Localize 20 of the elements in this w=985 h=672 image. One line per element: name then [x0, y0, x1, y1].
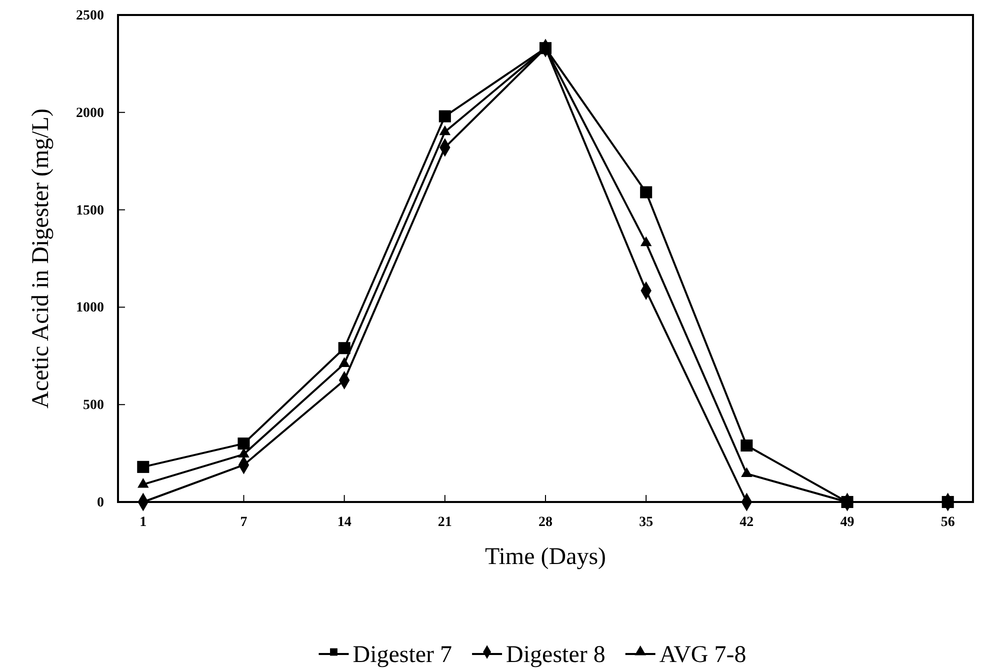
x-tick-label: 42 [740, 514, 754, 530]
y-tick-label: 1000 [76, 300, 104, 316]
x-tick-label: 14 [337, 514, 352, 530]
y-tick-label: 1500 [76, 203, 104, 218]
legend-label: Digester 8 [506, 642, 606, 668]
y-tick-label: 2500 [76, 8, 104, 24]
x-tick-label: 1 [140, 514, 147, 530]
y-tick-label: 2000 [76, 106, 104, 121]
x-tick-label: 21 [438, 514, 452, 530]
legend-label: Digester 7 [352, 642, 452, 668]
x-tick-label: 35 [639, 514, 654, 530]
x-tick-label: 7 [240, 514, 248, 530]
x-tick-label: 56 [940, 514, 955, 530]
x-tick-label: 28 [538, 514, 552, 530]
x-tick-label: 49 [840, 514, 854, 530]
y-tick-label: 500 [83, 398, 104, 414]
x-axis-title: Time (Days) [484, 544, 606, 570]
legend-label: AVG 7-8 [659, 642, 746, 668]
y-tick-label: 0 [97, 495, 104, 510]
y-axis-title: Acetic Acid in Digester (mg/L) [28, 108, 54, 408]
